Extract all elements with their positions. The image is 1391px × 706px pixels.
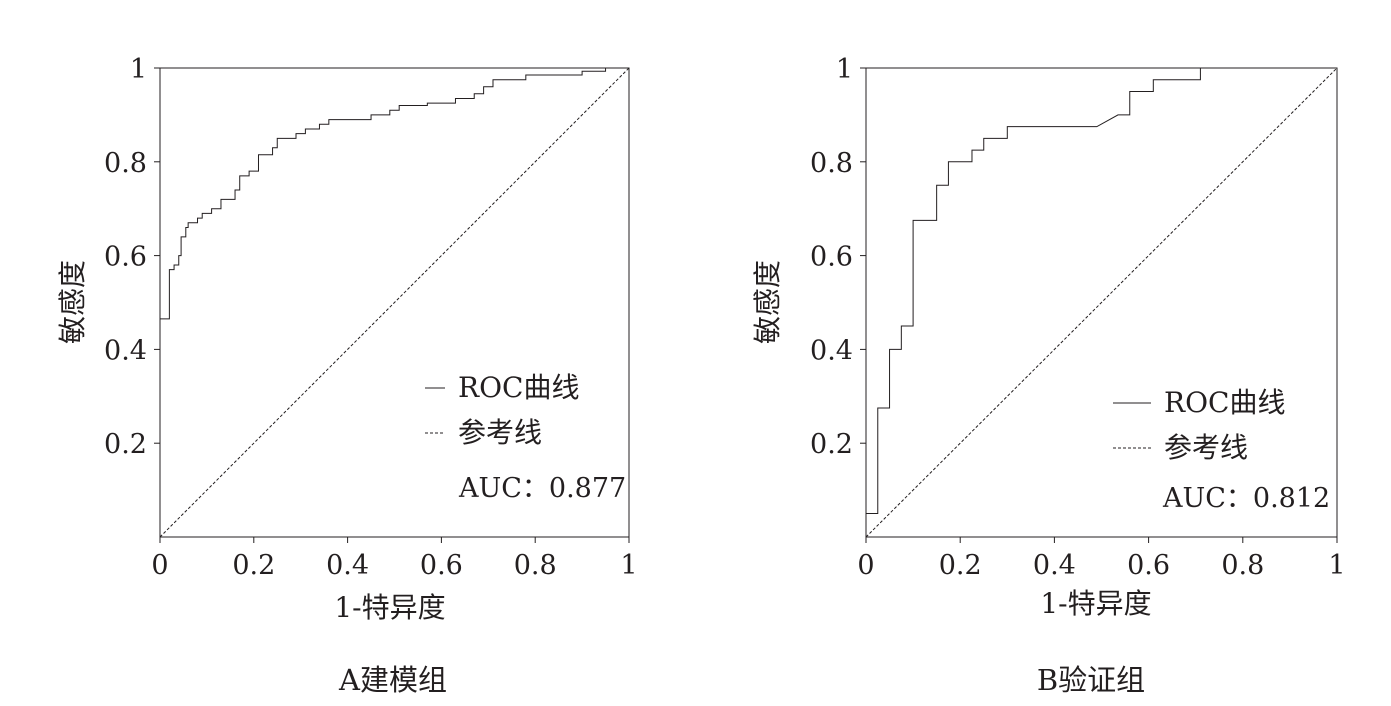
legend-label: ROC曲线 (458, 371, 579, 404)
y-tick-label: 1 (836, 54, 853, 85)
plot-frame (865, 67, 1338, 538)
reference-line (159, 67, 630, 538)
auc-annotation: AUC：0.877 (458, 473, 626, 504)
x-axis-label: 1-特异度 (334, 591, 445, 624)
roc-curve (865, 67, 1337, 537)
roc-curve (159, 67, 629, 537)
chart-caption: A建模组 (338, 663, 447, 697)
y-tick-label: 1 (130, 54, 147, 85)
chart-caption: B验证组 (1037, 663, 1145, 697)
chart-b: 0 0.2 0.4 0.6 0.8 1 0.2 0.4 0.6 0.8 1 1-特异度 敏感度 ROC曲线… (751, 54, 1346, 697)
y-tick-label: 0.6 (104, 242, 147, 273)
x-tick-label: 1 (620, 550, 637, 581)
x-tick-label: 0.8 (514, 550, 557, 581)
x-tick-label: 0.4 (326, 550, 369, 581)
y-tick-label: 0.8 (104, 148, 147, 179)
x-tick-label: 0.6 (420, 550, 463, 581)
y-tick-label: 0.2 (104, 429, 147, 460)
x-tick-label: 1 (1328, 550, 1345, 581)
x-tick-label: 0.2 (232, 550, 275, 581)
x-tick-label: 0 (857, 550, 874, 581)
x-tick-label: 0.4 (1033, 550, 1076, 581)
y-axis-label: 敏感度 (56, 260, 89, 344)
plot-frame (159, 67, 630, 538)
x-axis-label: 1-特异度 (1040, 587, 1151, 620)
y-axis-label: 敏感度 (751, 260, 784, 344)
chart-a: 0 0.2 0.4 0.6 0.8 1 0.2 0.4 0.6 0.8 1 1-特异度 敏感度 ROC曲线… (56, 54, 638, 697)
legend-label: ROC曲线 (1164, 386, 1285, 419)
y-tick-label: 0.2 (810, 429, 853, 460)
reference-line (865, 67, 1338, 538)
y-tick-label: 0.4 (104, 335, 147, 366)
y-tick-label: 0.8 (810, 148, 853, 179)
legend-label: 参考线 (1164, 431, 1248, 464)
legend-label: 参考线 (458, 416, 542, 449)
auc-annotation: AUC：0.812 (1162, 483, 1330, 514)
x-tick-label: 0.6 (1127, 550, 1170, 581)
x-tick-label: 0 (151, 550, 168, 581)
y-tick-label: 0.4 (810, 335, 853, 366)
x-tick-label: 0.8 (1221, 550, 1264, 581)
y-tick-label: 0.6 (810, 242, 853, 273)
x-tick-label: 0.2 (939, 550, 982, 581)
